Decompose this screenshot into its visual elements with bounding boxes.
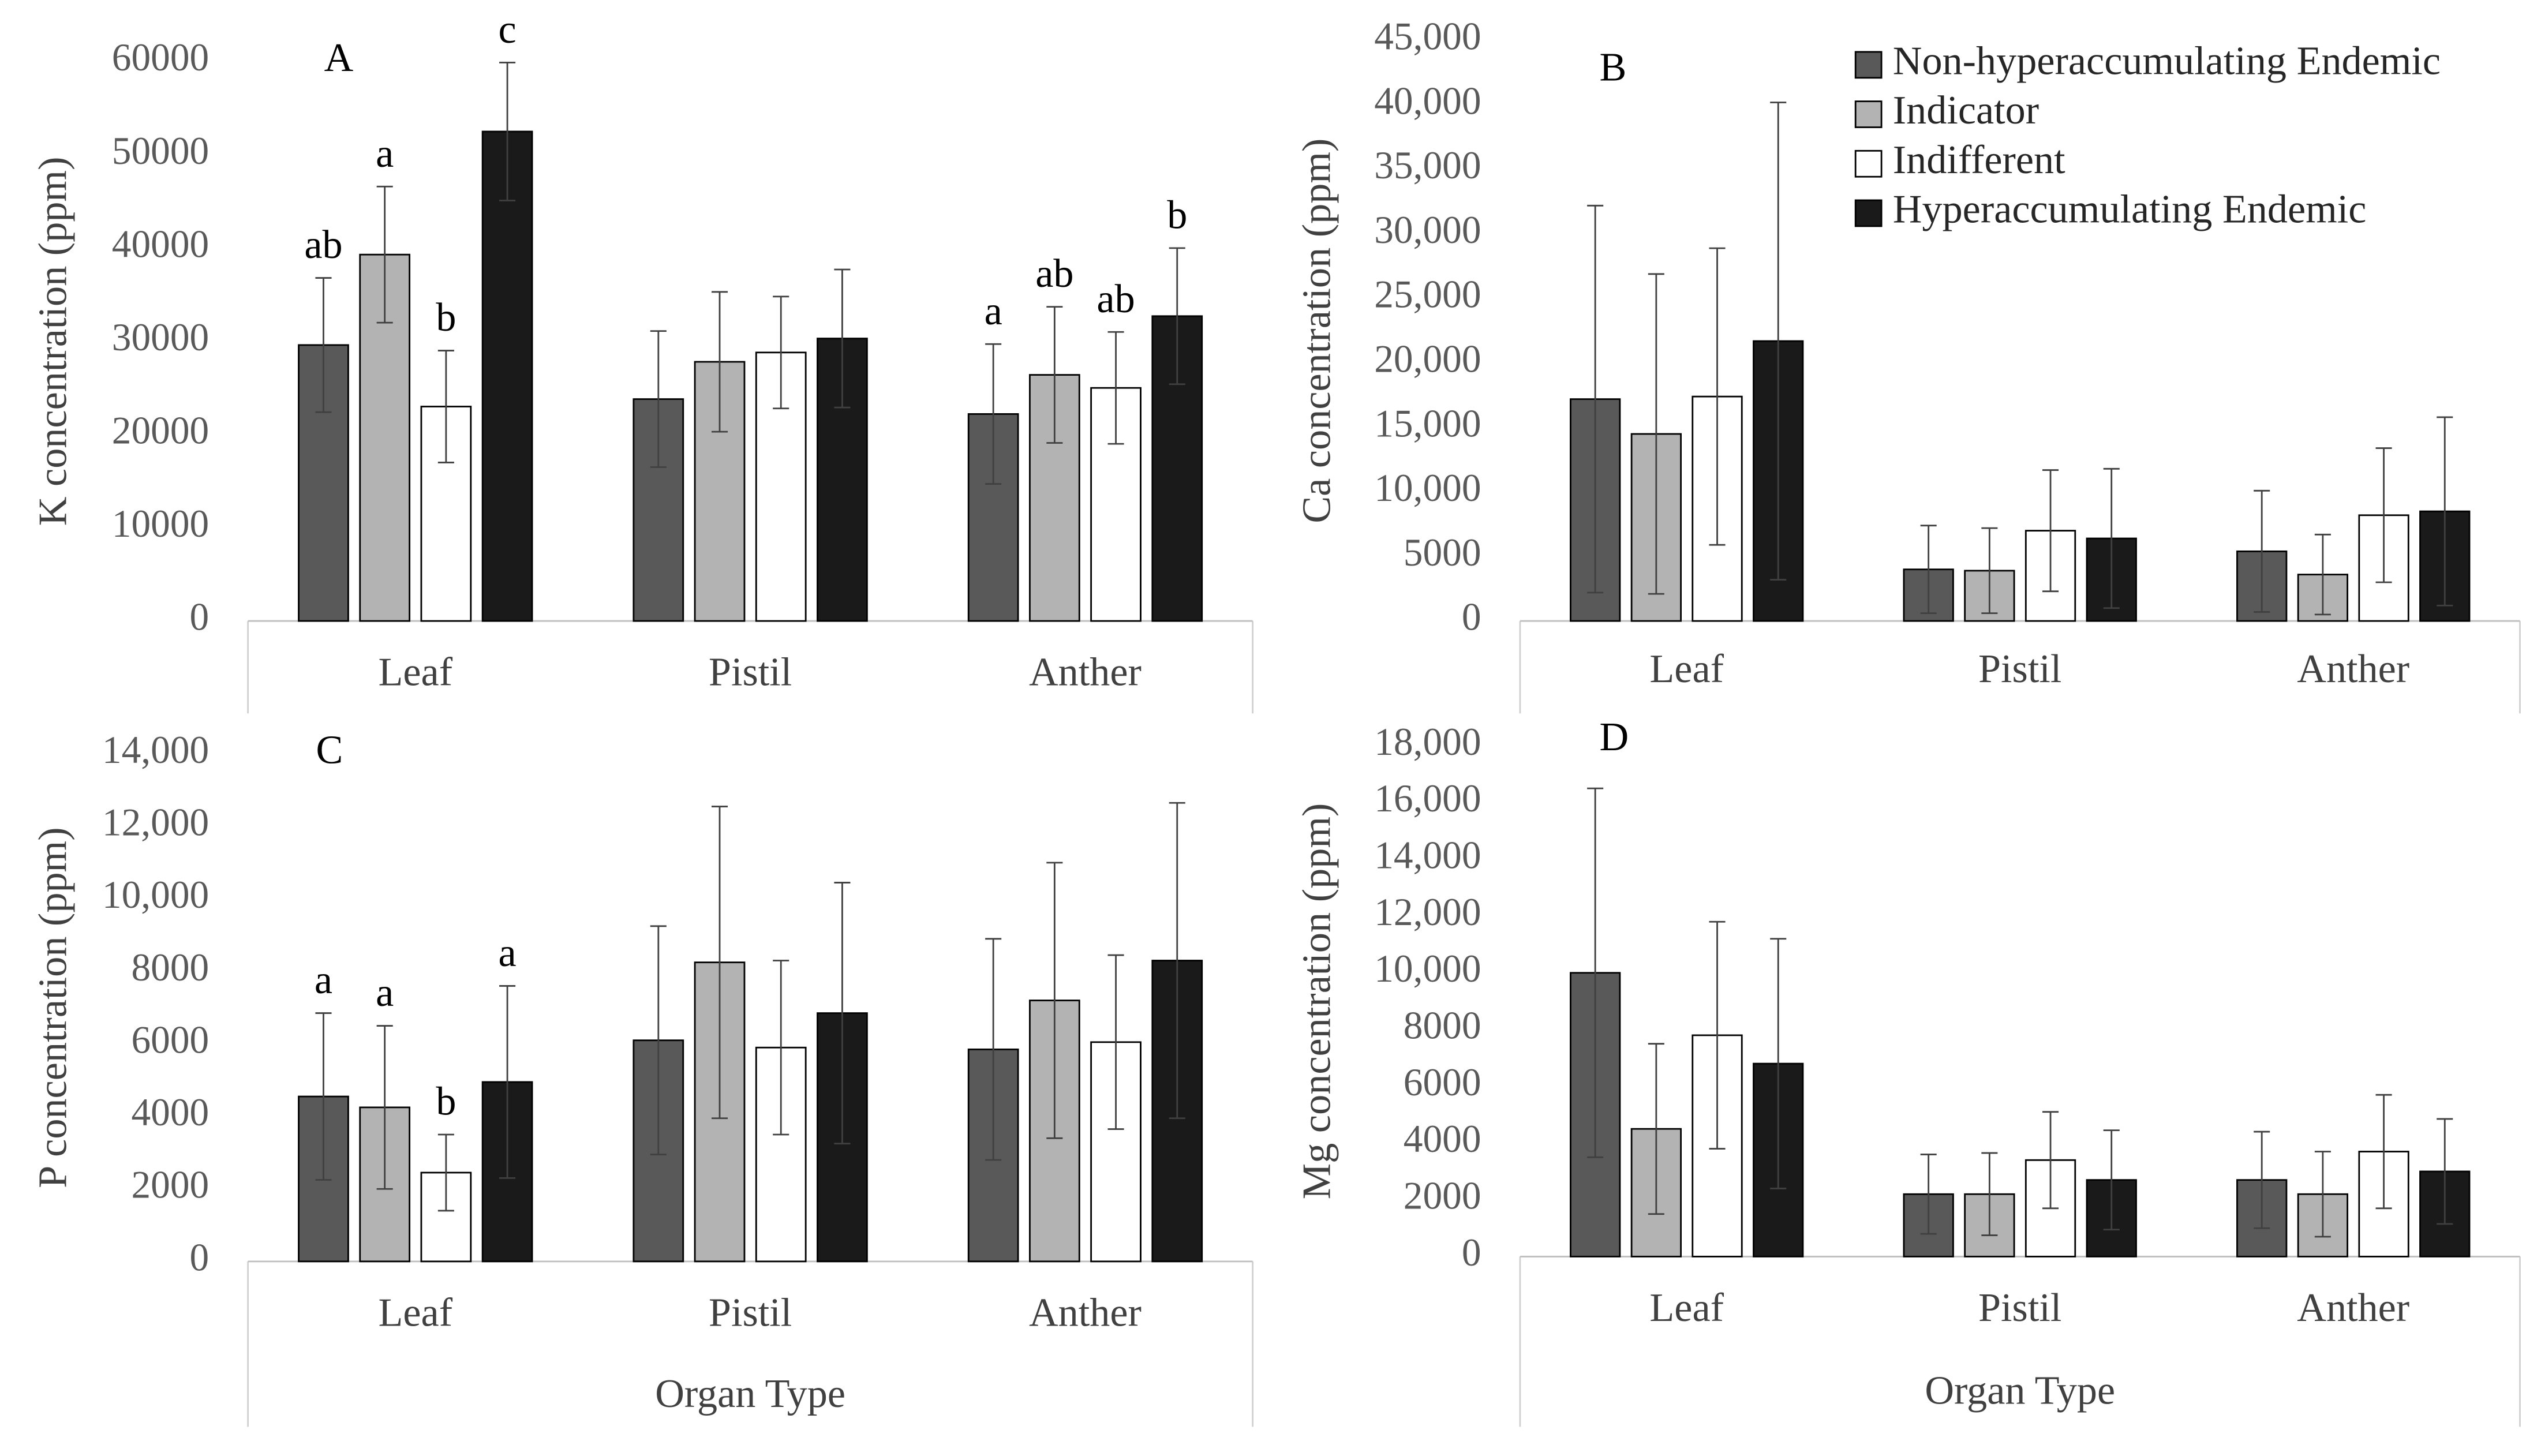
y-tick-label: 8000: [131, 946, 209, 989]
x-tick-label: Pistil: [709, 650, 792, 695]
y-tick-label: 14,000: [102, 728, 209, 772]
x-axis-label: Organ Type: [1925, 1368, 2115, 1413]
y-axis-label: Mg concentration (ppm): [1294, 803, 1339, 1200]
significance-letter: c: [499, 7, 517, 52]
significance-letter: a: [376, 970, 394, 1015]
x-tick-label: Pistil: [709, 1290, 792, 1335]
y-tick-label: 12,000: [102, 801, 209, 844]
y-tick-label: 30,000: [1374, 208, 1481, 252]
legend-label: Indifferent: [1893, 137, 2065, 182]
y-axis-label: P concentration (ppm): [30, 827, 75, 1188]
x-tick-label: Leaf: [1649, 646, 1724, 691]
y-tick-label: 60000: [112, 36, 209, 79]
x-tick-label: Leaf: [1649, 1285, 1724, 1330]
y-tick-label: 45,000: [1374, 15, 1481, 58]
y-tick-label: 15,000: [1374, 402, 1481, 445]
y-tick-label: 35,000: [1374, 144, 1481, 187]
y-tick-label: 0: [1462, 596, 1481, 639]
y-tick-label: 10000: [112, 502, 209, 545]
significance-letter: a: [985, 289, 1002, 334]
y-tick-label: 6000: [1404, 1061, 1481, 1104]
y-tick-label: 12,000: [1374, 890, 1481, 934]
y-tick-label: 30000: [112, 316, 209, 359]
y-tick-label: 8000: [1404, 1004, 1481, 1047]
y-tick-label: 10,000: [102, 873, 209, 916]
x-tick-label: Leaf: [379, 650, 453, 695]
y-tick-label: 4000: [131, 1091, 209, 1134]
y-tick-label: 2000: [131, 1163, 209, 1207]
x-axis-label: Organ Type: [655, 1371, 845, 1416]
panel-label: A: [324, 35, 354, 80]
panel-label: C: [316, 728, 343, 773]
significance-letter: ab: [1097, 276, 1135, 321]
x-tick-label: Anther: [2297, 1285, 2409, 1330]
y-tick-label: 6000: [131, 1018, 209, 1061]
legend-label: Non-hyperaccumulating Endemic: [1893, 38, 2441, 83]
significance-letter: a: [315, 957, 332, 1002]
y-tick-label: 40000: [112, 222, 209, 265]
x-tick-label: Anther: [2297, 646, 2409, 691]
legend-swatch: [1854, 51, 1883, 79]
significance-letter: b: [436, 1079, 456, 1124]
y-tick-label: 20,000: [1374, 337, 1481, 380]
y-tick-label: 18,000: [1374, 720, 1481, 763]
significance-letter: b: [436, 295, 456, 340]
x-tick-label: Pistil: [1978, 646, 2061, 691]
legend-swatch: [1854, 149, 1883, 178]
x-tick-label: Leaf: [379, 1290, 453, 1335]
significance-letter: ab: [304, 222, 342, 267]
y-tick-label: 16,000: [1374, 777, 1481, 820]
y-tick-label: 40,000: [1374, 79, 1481, 122]
y-tick-label: 10,000: [1374, 947, 1481, 990]
bar: [481, 130, 533, 622]
y-tick-label: 20000: [112, 409, 209, 452]
significance-letter: ab: [1035, 251, 1073, 296]
y-axis-label: K concentration (ppm): [30, 157, 75, 526]
panel-label: B: [1600, 45, 1627, 90]
y-tick-label: 14,000: [1374, 834, 1481, 877]
y-tick-label: 0: [1462, 1231, 1481, 1274]
legend-label: Indicator: [1893, 88, 2039, 133]
y-tick-label: 2000: [1404, 1174, 1481, 1218]
x-tick-label: Anther: [1029, 650, 1142, 695]
y-tick-label: 5000: [1404, 531, 1481, 574]
y-tick-label: 0: [190, 596, 209, 639]
legend-label: Hyperaccumulating Endemic: [1893, 187, 2367, 232]
legend-swatch: [1854, 100, 1883, 128]
y-tick-label: 0: [190, 1236, 209, 1279]
y-axis-label: Ca concentration (ppm): [1294, 139, 1339, 523]
significance-letter: a: [376, 131, 394, 176]
legend-swatch: [1854, 199, 1883, 227]
x-tick-label: Anther: [1029, 1290, 1142, 1335]
significance-letter: a: [499, 930, 517, 975]
panel-label: D: [1600, 714, 1629, 759]
y-tick-label: 4000: [1404, 1117, 1481, 1161]
significance-letter: b: [1167, 192, 1187, 237]
x-tick-label: Pistil: [1978, 1285, 2061, 1330]
y-tick-label: 50000: [112, 129, 209, 173]
y-tick-label: 25,000: [1374, 273, 1481, 316]
y-tick-label: 10,000: [1374, 466, 1481, 510]
